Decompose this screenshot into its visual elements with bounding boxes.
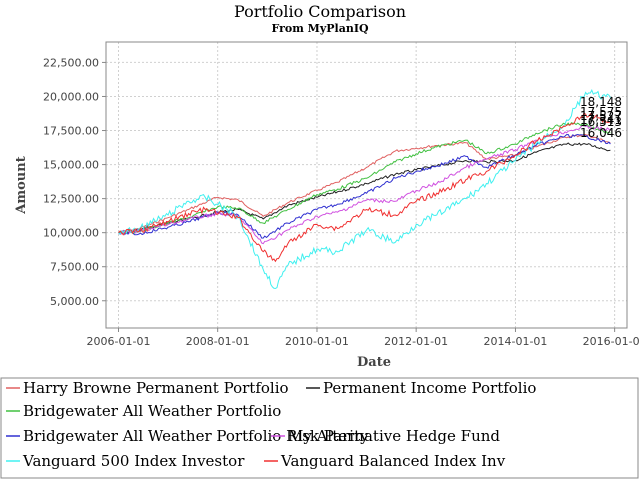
- legend-box: [0, 377, 639, 479]
- legend-entry: Permanent Income Portfolio: [323, 379, 536, 397]
- end-label: 18,148: [580, 95, 622, 109]
- y-tick-label: 12,500.00: [43, 193, 99, 206]
- series-layer: [118, 89, 611, 290]
- x-tick-label: 2010-01-01: [285, 335, 349, 348]
- end-label: 17,527: [580, 109, 622, 123]
- x-axis-label: Date: [357, 355, 391, 370]
- chart-title: Portfolio Comparison: [234, 2, 406, 21]
- y-axis: 5,000.00 7,500.00 10,000.00 12,500.00 15,000…: [43, 56, 106, 308]
- y-tick-label: 17,500.00: [43, 125, 99, 138]
- x-tick-label: 2016-01-01: [583, 335, 640, 348]
- chart-subtitle: From MyPlanIQ: [271, 22, 369, 35]
- series-line-2: [118, 122, 611, 235]
- legend-entry: My Alternative Hedge Fund: [288, 427, 500, 445]
- y-tick-label: 20,000.00: [43, 90, 99, 103]
- x-tick-label: 2012-01-01: [384, 335, 448, 348]
- x-tick-label: 2006-01-01: [87, 335, 151, 348]
- y-tick-label: 22,500.00: [43, 56, 99, 69]
- end-label: 16,046: [580, 126, 622, 140]
- y-tick-label: 5,000.00: [50, 295, 99, 308]
- series-line-6: [118, 112, 611, 263]
- grid: [106, 42, 627, 328]
- legend-entry: Vanguard 500 Index Investor: [22, 452, 245, 470]
- x-tick-label: 2008-01-01: [186, 335, 250, 348]
- series-line-3: [118, 133, 611, 239]
- legend-entry: Harry Browne Permanent Portfolio: [23, 379, 289, 397]
- legend-entry: Bridgewater All Weather Portfolio: [23, 402, 281, 420]
- y-tick-label: 15,000.00: [43, 159, 99, 172]
- y-axis-label: Amount: [14, 156, 29, 214]
- legend-entry: Vanguard Balanced Index Inv: [280, 452, 506, 470]
- y-tick-label: 10,000.00: [43, 227, 99, 240]
- x-axis: 2006-01-01 2008-01-01 2010-01-01 2012-01-01…: [87, 328, 640, 348]
- legend-entry: Bridgewater All Weather Portfolio Risk P…: [23, 427, 369, 445]
- series-line-4: [118, 124, 611, 245]
- y-tick-label: 7,500.00: [50, 261, 99, 274]
- end-label: 17,341: [580, 113, 622, 127]
- x-tick-label: 2014-01-01: [483, 335, 547, 348]
- end-label: 16,513: [580, 115, 622, 129]
- end-label: 17,575: [580, 105, 622, 119]
- legend: Harry Browne Permanent Portfolio Permanen…: [6, 379, 536, 470]
- plot-area: [105, 41, 628, 329]
- series-line-5: [118, 89, 611, 290]
